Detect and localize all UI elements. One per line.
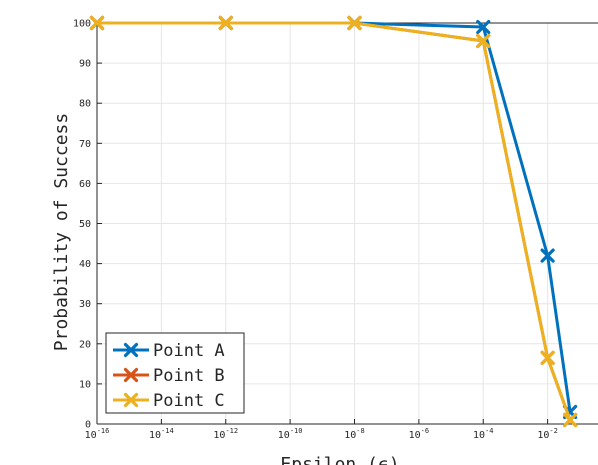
y-tick-label: 70	[79, 139, 91, 150]
x-tick-label: 10-12	[213, 427, 238, 441]
x-tick-label: 10-4	[473, 427, 493, 441]
x-tick-label: 10-2	[537, 427, 557, 441]
data-point-point-c	[476, 33, 491, 49]
y-tick-label: 50	[79, 219, 91, 230]
legend: Point A Point B Point C	[105, 332, 245, 414]
tick-labels: 0 10 20 30 40 50 60 70 80 90 100 10-16 10-14 10-12 10-…	[73, 19, 558, 442]
data-point-point-a	[476, 19, 491, 35]
x-tick-label: 10-14	[149, 427, 174, 441]
legend-label: Point B	[153, 366, 225, 386]
x-tick-label: 10-8	[344, 427, 364, 441]
x-axis-label: Epsilon (ϵ)	[280, 454, 399, 465]
data-point-point-a	[540, 248, 555, 263]
y-tick-label: 60	[79, 179, 91, 190]
y-tick-label: 40	[79, 259, 91, 270]
legend-entry-point-b: Point B	[113, 366, 225, 386]
x-tick-label: 10-16	[85, 427, 110, 441]
data-point-point-c	[89, 15, 105, 31]
data-point-point-c	[347, 15, 362, 31]
y-tick-label: 20	[79, 339, 91, 350]
y-tick-label: 80	[79, 99, 91, 110]
legend-label: Point C	[153, 391, 225, 411]
series-layer	[89, 15, 578, 428]
legend-label: Point A	[153, 341, 225, 361]
y-axis-label: Probability of Success	[51, 113, 72, 351]
legend-entry-point-a: Point A	[113, 341, 225, 361]
x-tick-label: 10-6	[409, 427, 429, 441]
legend-marker	[123, 367, 139, 383]
y-tick-label: 100	[73, 19, 91, 30]
y-tick-label: 10	[79, 379, 91, 390]
data-point-point-c	[218, 15, 233, 31]
y-tick-label: 30	[79, 299, 91, 310]
legend-entry-point-c: Point C	[113, 391, 225, 411]
y-tick-label: 90	[79, 59, 91, 70]
data-point-point-c	[563, 412, 578, 428]
x-tick-label: 10-10	[278, 427, 303, 441]
series-line-point-c	[97, 21, 572, 421]
series-point-c	[89, 15, 578, 428]
data-point-point-c	[540, 350, 555, 365]
legend-marker	[123, 392, 139, 408]
legend-marker	[123, 342, 139, 358]
y-tick-label: 0	[85, 420, 91, 431]
